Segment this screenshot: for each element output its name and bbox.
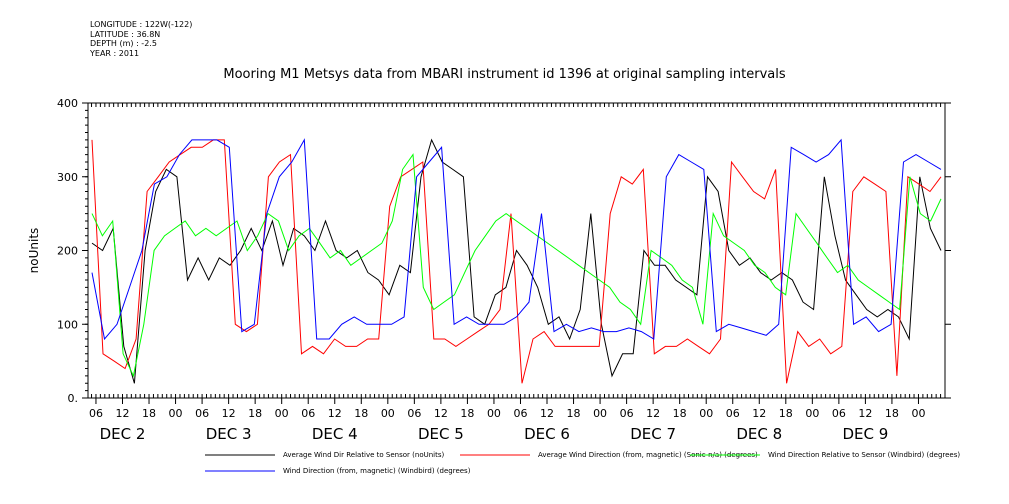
legend-label-3: Wind Direction Relative to Sensor (Windb… xyxy=(768,451,960,459)
x-tick-label: 06 xyxy=(620,407,634,420)
x-tick-label: 18 xyxy=(460,407,474,420)
legend-label-2: Average Wind Direction (from, magnetic) … xyxy=(538,451,758,459)
x-tick-label: 00 xyxy=(805,407,819,420)
x-tick-label: 06 xyxy=(832,407,846,420)
series-line-2 xyxy=(91,139,942,384)
chart-title: Mooring M1 Metsys data from MBARI instru… xyxy=(223,67,786,82)
y-axis-label: noUnits xyxy=(27,228,41,274)
x-tick-label: 18 xyxy=(779,407,793,420)
x-day-label: DEC 4 xyxy=(312,425,358,443)
y-tick-label: 200 xyxy=(57,245,78,258)
x-tick-label: 12 xyxy=(752,407,766,420)
x-tick-label: 18 xyxy=(354,407,368,420)
series-line-3 xyxy=(91,153,942,378)
x-day-label: DEC 8 xyxy=(736,425,782,443)
x-tick-label: 06 xyxy=(89,407,103,420)
x-tick-label: 12 xyxy=(646,407,660,420)
x-tick-label: 12 xyxy=(222,407,236,420)
series-line-4 xyxy=(91,138,942,341)
metadata-block: LONGITUDE : 122W(-122) LATITUDE : 36.8N … xyxy=(90,20,192,58)
series-line-1 xyxy=(91,138,942,384)
x-day-label: DEC 7 xyxy=(630,425,676,443)
x-day-label: DEC 6 xyxy=(524,425,570,443)
x-tick-label: 06 xyxy=(195,407,209,420)
year-label: YEAR : 2011 xyxy=(90,48,140,58)
legend-label-4: Wind Direction (from, magnetic) (Windbir… xyxy=(283,467,471,475)
x-tick-label: 12 xyxy=(540,407,554,420)
x-tick-label: 18 xyxy=(142,407,156,420)
x-day-label: DEC 9 xyxy=(842,425,888,443)
x-day-label: DEC 3 xyxy=(206,425,252,443)
x-tick-label: 00 xyxy=(593,407,607,420)
x-tick-label: 12 xyxy=(858,407,872,420)
x-day-label: DEC 2 xyxy=(100,425,146,443)
legend-label-1: Average Wind Dir Relative to Sensor (noU… xyxy=(283,451,444,459)
x-tick-label: 18 xyxy=(885,407,899,420)
x-tick-label: 00 xyxy=(275,407,289,420)
x-tick-label: 00 xyxy=(487,407,501,420)
x-tick-label: 06 xyxy=(301,407,315,420)
x-tick-label: 06 xyxy=(407,407,421,420)
longitude-label: LONGITUDE : 122W(-122) xyxy=(90,20,193,29)
x-tick-label: 18 xyxy=(673,407,687,420)
x-day-label: DEC 5 xyxy=(418,425,464,443)
x-tick-label: 00 xyxy=(169,407,183,420)
x-tick-label: 00 xyxy=(381,407,395,420)
x-tick-label: 12 xyxy=(115,407,129,420)
y-tick-label: 100 xyxy=(57,318,78,331)
x-tick-label: 18 xyxy=(248,407,262,420)
latitude-label: LATITUDE : 36.8N xyxy=(90,29,161,39)
x-tick-label: 12 xyxy=(434,407,448,420)
y-tick-label: 0. xyxy=(68,392,79,405)
x-tick-label: 00 xyxy=(911,407,925,420)
y-tick-label: 300 xyxy=(57,171,78,184)
x-tick-label: 06 xyxy=(513,407,527,420)
y-tick-label: 400 xyxy=(57,97,78,110)
x-tick-label: 06 xyxy=(726,407,740,420)
x-tick-label: 12 xyxy=(328,407,342,420)
x-tick-label: 18 xyxy=(567,407,581,420)
x-tick-label: 00 xyxy=(699,407,713,420)
depth-label: DEPTH (m) : -2.5 xyxy=(90,39,157,48)
